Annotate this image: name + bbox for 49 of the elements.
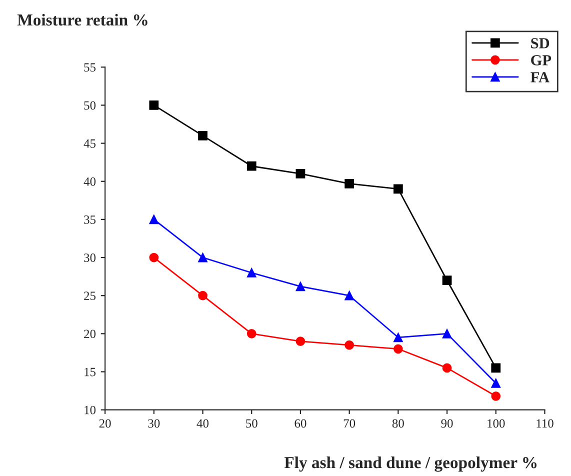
point [491,363,501,373]
y-tick-label: 25 [84,292,96,300]
point [491,391,501,401]
y-tick-label: 15 [84,368,96,376]
point [442,276,452,286]
x-tick-label: 40 [196,419,209,428]
y-tick-label: 10 [84,406,96,414]
point [344,290,354,300]
legend-label: GP [531,55,552,66]
point [296,336,306,346]
point [198,130,208,140]
point [296,169,306,178]
y-tick-label: 20 [84,330,96,338]
point [344,178,354,188]
point [344,340,354,350]
x-tick-label: 70 [344,419,356,428]
y-tick-label: 35 [84,215,96,224]
y-tick-label: 30 [84,254,96,262]
legend-label: SD [531,38,550,48]
legend-label: FA [530,72,550,82]
x-tick-label: 80 [392,419,404,428]
point [393,344,403,354]
y-tick-label: 45 [84,139,96,148]
x-tick-label: 50 [246,419,258,428]
point [149,252,159,262]
x-tick-label: 90 [441,419,453,428]
x-axis-title: Fly ash / sand dune / geopolymer % [284,456,537,472]
y-tick-label: 55 [84,63,96,72]
point [442,328,452,338]
y-tick-label: 50 [84,101,96,110]
x-tick-label: 20 [99,419,111,428]
point [393,332,403,342]
point [198,252,208,262]
point [296,282,306,292]
point [393,184,403,194]
point [246,328,256,338]
y-axis-title: Moisture retain % [17,14,148,26]
point [149,214,159,224]
x-tick-label: 100 [488,419,505,428]
point [246,161,256,171]
point [491,378,501,388]
point [246,268,256,278]
y-tick-label: 40 [84,177,96,186]
x-tick-label: 30 [148,419,160,428]
point [198,290,208,300]
point [149,100,159,110]
x-tick-label: 110 [536,419,554,428]
x-tick-label: 60 [294,419,306,428]
point [442,363,452,373]
